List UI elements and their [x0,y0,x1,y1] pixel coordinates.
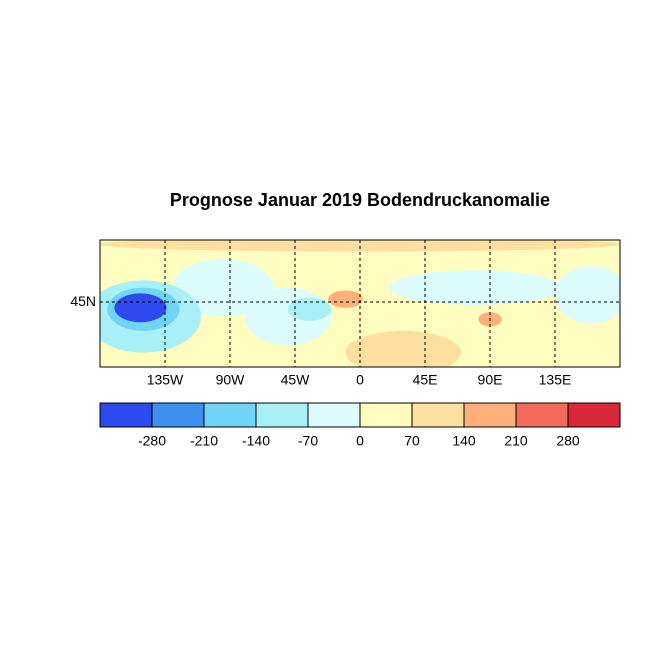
colorbar-box [463,402,517,428]
chart-title: Prognose Januar 2019 Bodendruckanomalie [170,190,550,210]
colorbar-label: -70 [298,433,318,449]
anomaly-patch [287,297,332,321]
colorbar-box [99,402,153,428]
colorbar-label: 140 [452,433,476,449]
anomaly-patch [114,293,167,323]
overlay: 135W 90W 45W 0 45E 90E 135E 45N -280 -210 -140 -70 0… [70,239,621,449]
anomaly-patch [345,330,462,367]
x-tick-label: 45E [413,372,438,388]
colorbar-box [255,402,309,428]
anomaly-patch [388,270,563,305]
colorbar-box [151,402,205,428]
x-tick-label: 90E [478,372,503,388]
x-tick-label: 135W [147,372,184,388]
x-tick-label: 0 [356,372,364,388]
colorbar-box [411,402,465,428]
colorbar-label: 210 [504,433,528,449]
colorbar-label: -280 [138,433,166,449]
x-tick-label: 90W [216,372,246,388]
colorbar-box [359,402,413,428]
colorbar-box [515,402,569,428]
x-tick-label: 45W [281,372,311,388]
anomaly-patch [555,265,620,324]
colorbar-label: 0 [356,433,364,449]
colorbar-box [567,402,621,428]
colorbar-label: 280 [556,433,580,449]
y-tick-label: 45N [70,293,96,309]
map-frame [99,239,621,368]
colorbar-label: -140 [242,433,270,449]
colorbar-box [307,402,361,428]
colorbar-box [203,402,257,428]
anomaly-patch [328,290,363,308]
x-tick-label: 135E [539,372,572,388]
colorbar-label: 70 [404,433,420,449]
colorbar-label: -210 [190,433,218,449]
